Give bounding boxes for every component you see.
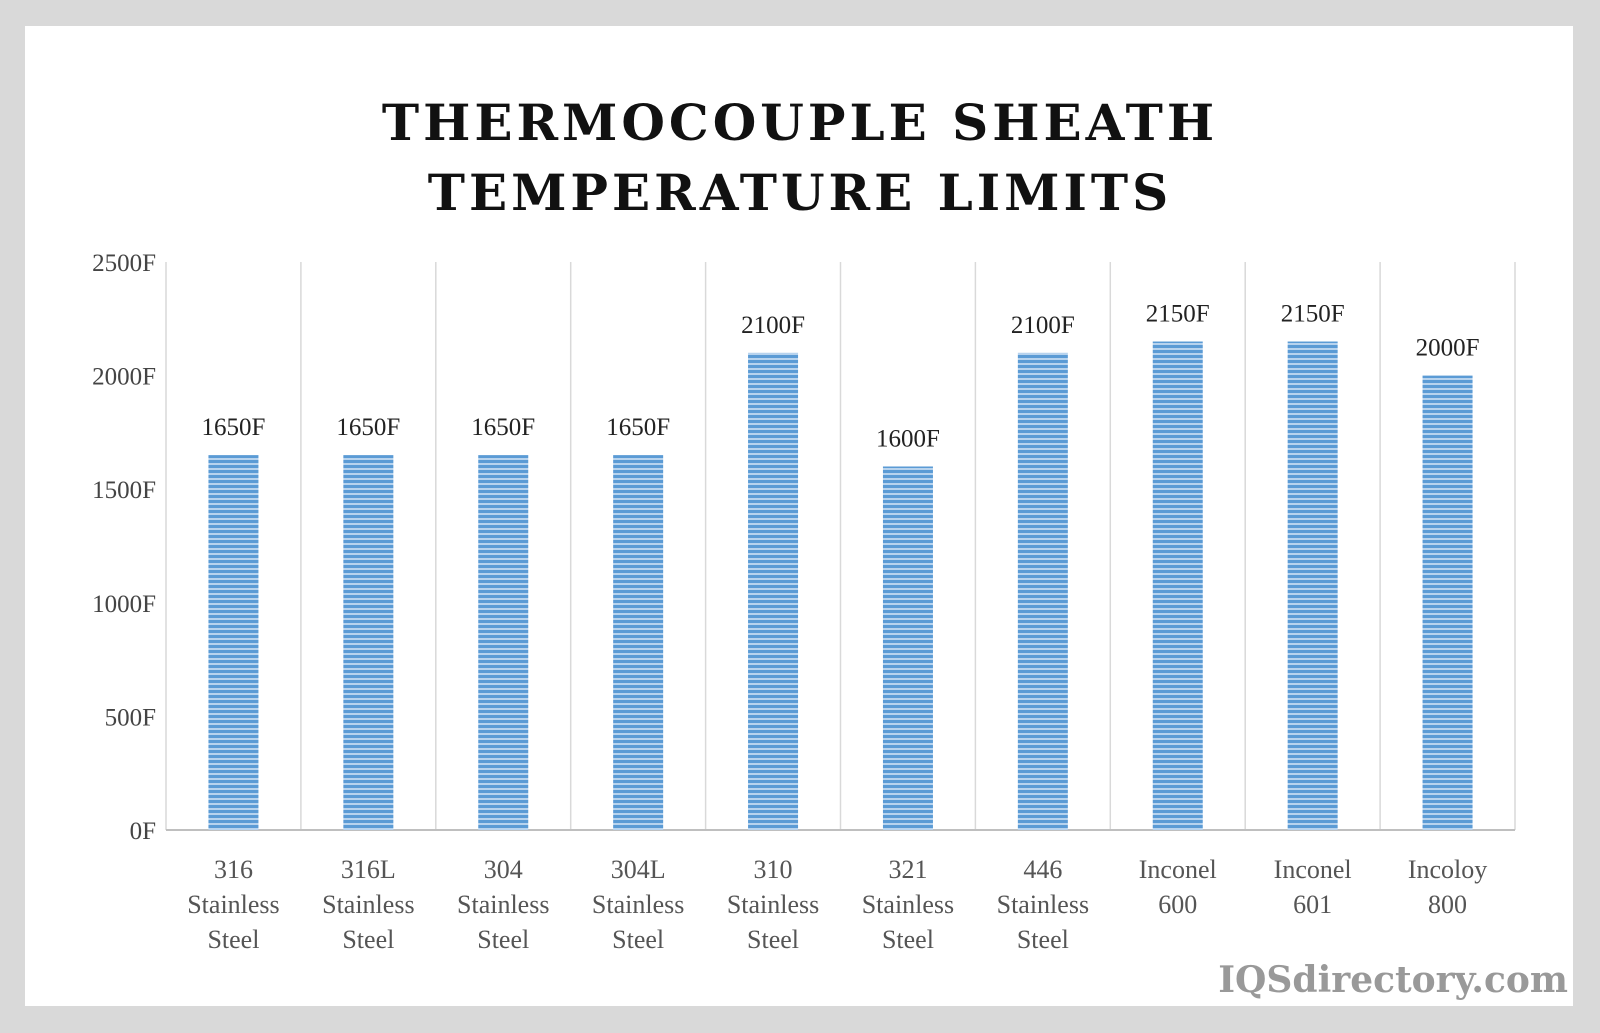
x-tick-label: 600 — [1158, 890, 1197, 919]
data-label: 2000F — [1416, 335, 1480, 362]
x-tick-label: Stainless — [997, 890, 1089, 919]
y-tick-label: 500F — [105, 704, 156, 731]
x-tick-label: 310 — [754, 855, 793, 884]
data-label: 1600F — [876, 425, 940, 452]
y-tick-label: 2500F — [92, 250, 156, 277]
y-tick-label: 0F — [130, 818, 156, 845]
x-tick-label: Steel — [207, 925, 259, 954]
bar — [343, 455, 394, 830]
x-tick-label: Steel — [612, 925, 664, 954]
x-tick-label: Stainless — [457, 890, 549, 919]
data-label: 1650F — [471, 414, 535, 441]
x-tick-label: Incoloy — [1408, 855, 1487, 884]
x-tick-label: Steel — [1017, 925, 1069, 954]
bar — [748, 352, 799, 830]
watermark-logo: IQSdirectory.com — [1218, 959, 1568, 1001]
x-tick-label: Stainless — [862, 890, 954, 919]
data-label: 1650F — [336, 414, 400, 441]
x-tick-label: Stainless — [322, 890, 414, 919]
bar — [208, 455, 259, 830]
x-tick-label: Inconel — [1139, 855, 1217, 884]
chart-title-line-2: TEMPERATURE LIMITS — [428, 163, 1172, 222]
bar — [1287, 341, 1338, 830]
x-tick-label: Inconel — [1274, 855, 1352, 884]
bar — [882, 466, 933, 830]
x-tick-label: Steel — [477, 925, 529, 954]
bar — [478, 455, 529, 830]
chart-title-line-1: THERMOCOUPLE SHEATH — [382, 93, 1218, 152]
x-tick-label: 316 — [214, 855, 253, 884]
x-tick-label: Stainless — [592, 890, 684, 919]
x-tick-label: 321 — [888, 855, 927, 884]
bar — [613, 455, 664, 830]
y-tick-label: 1500F — [92, 477, 156, 504]
data-label: 2150F — [1146, 301, 1210, 328]
x-tick-label: Stainless — [187, 890, 279, 919]
y-tick-label: 1000F — [92, 591, 156, 618]
bar — [1152, 341, 1203, 830]
data-label: 2100F — [741, 312, 805, 339]
y-tick-label: 2000F — [92, 364, 156, 391]
x-tick-label: Steel — [342, 925, 394, 954]
x-tick-label: Steel — [882, 925, 934, 954]
bar — [1017, 352, 1068, 830]
x-tick-label: Steel — [747, 925, 799, 954]
x-tick-label: 316L — [341, 855, 396, 884]
data-label: 1650F — [201, 414, 265, 441]
x-tick-label: 304L — [611, 855, 666, 884]
bar — [1422, 375, 1473, 830]
x-tick-label: 601 — [1293, 890, 1332, 919]
x-tick-label: 800 — [1428, 890, 1467, 919]
x-tick-label: 304 — [484, 855, 523, 884]
data-label: 2100F — [1011, 312, 1075, 339]
data-label: 1650F — [606, 414, 670, 441]
x-tick-label: 446 — [1023, 855, 1062, 884]
data-label: 2150F — [1281, 301, 1345, 328]
x-tick-label: Stainless — [727, 890, 819, 919]
